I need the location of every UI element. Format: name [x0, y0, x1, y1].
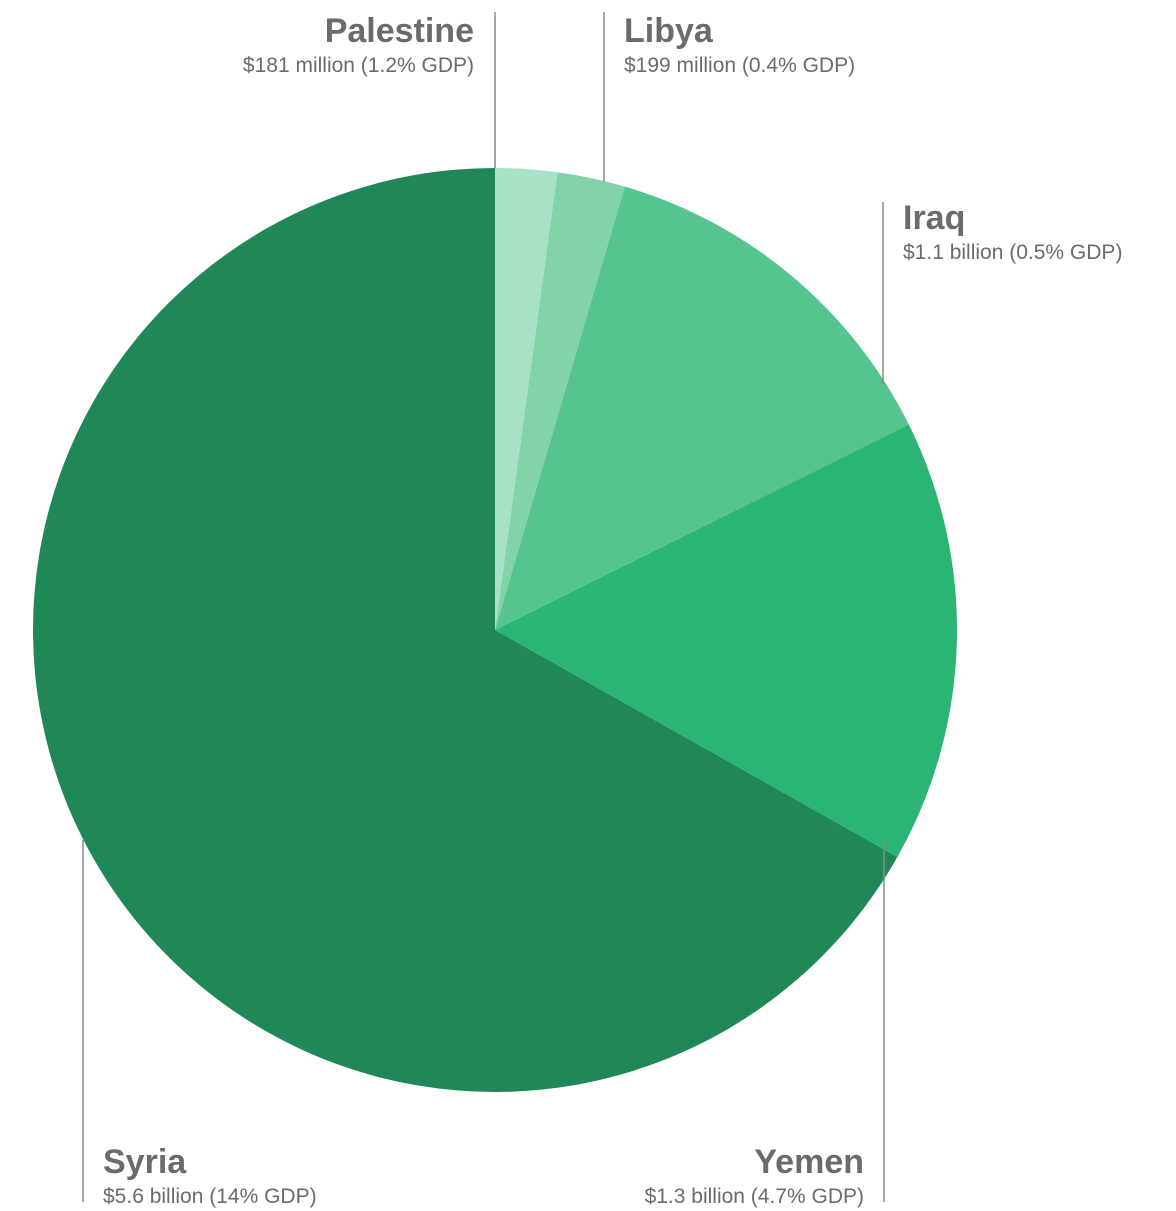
- pie-slice-iraq: [495, 186, 909, 630]
- pie-slice-palestine: [495, 168, 558, 630]
- slice-value-libya: $199 million (0.4% GDP): [624, 54, 855, 77]
- slice-name-iraq: Iraq: [903, 199, 965, 237]
- slice-name-syria: Syria: [103, 1143, 187, 1181]
- slice-value-yemen: $1.3 billion (4.7% GDP): [645, 1185, 864, 1208]
- label-palestine: Palestine $181 million (1.2% GDP): [243, 12, 474, 77]
- slice-value-iraq: $1.1 billion (0.5% GDP): [903, 241, 1122, 264]
- pie-slice-yemen: [495, 424, 958, 857]
- label-yemen: Yemen $1.3 billion (4.7% GDP): [645, 1143, 864, 1208]
- slice-name-libya: Libya: [624, 12, 714, 50]
- slice-name-yemen: Yemen: [754, 1143, 864, 1181]
- slice-name-palestine: Palestine: [325, 12, 474, 50]
- pie-slice-libya: [495, 172, 625, 630]
- pie-slices: [32, 168, 958, 1092]
- label-libya: Libya $199 million (0.4% GDP): [624, 12, 855, 77]
- label-syria: Syria $5.6 billion (14% GDP): [103, 1143, 317, 1208]
- label-iraq: Iraq $1.1 billion (0.5% GDP): [903, 199, 1122, 264]
- pie-slice-syria: [32, 168, 898, 1092]
- slice-value-syria: $5.6 billion (14% GDP): [103, 1185, 317, 1208]
- slice-value-palestine: $181 million (1.2% GDP): [243, 54, 474, 77]
- leader-lines: [82, 12, 885, 1202]
